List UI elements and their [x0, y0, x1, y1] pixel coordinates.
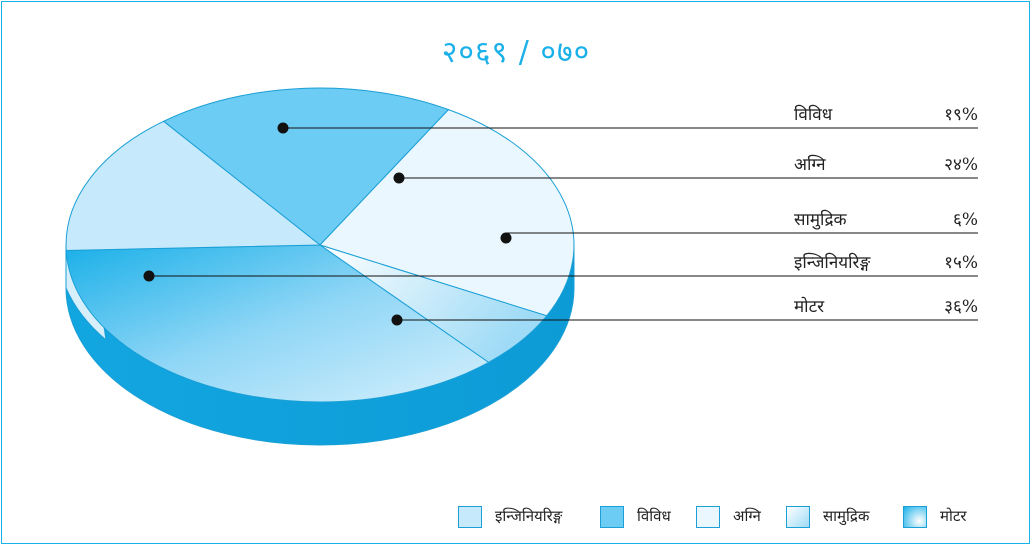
slice-label: इन्जिनियरिङ्ग: [794, 253, 871, 273]
legend: इन्जिनियरिङ्ग विविध अग्नि सामुद्रिक मोटर: [0, 502, 1032, 532]
leader-dot: [391, 314, 403, 326]
slice-value-label: १५%: [944, 253, 978, 273]
slice-label: सामुद्रिक: [794, 210, 847, 230]
chart-title: २०६९ / ०७०: [441, 35, 591, 70]
pie-slice: [65, 244, 490, 403]
pie-slice: [162, 87, 450, 246]
slice-value-label: ६%: [953, 210, 978, 230]
legend-swatch: [458, 506, 482, 528]
legend-swatch: [696, 506, 720, 528]
legend-label: विविध: [637, 507, 671, 525]
legend-swatch: [903, 506, 927, 528]
legend-label: अग्नि: [733, 507, 761, 525]
legend-label: इन्जिनियरिङ्ग: [495, 507, 563, 525]
slice-label: विविध: [794, 105, 833, 125]
leader-line: [505, 232, 978, 238]
slice-value-label: ३६%: [944, 297, 978, 317]
pie-slice: [65, 120, 322, 252]
legend-swatch: [600, 506, 624, 528]
slice-label: मोटर: [794, 297, 825, 317]
slice-value-label: २४%: [944, 155, 978, 175]
leader-dot: [277, 122, 289, 134]
slice-value-label: १९%: [944, 105, 978, 125]
slice-label: अग्नि: [794, 155, 826, 175]
legend-swatch: [786, 506, 810, 528]
leader-dot: [143, 270, 155, 282]
leader-dot: [393, 172, 405, 184]
leader-dot: [500, 232, 512, 244]
legend-label: सामुद्रिक: [823, 507, 870, 525]
legend-label: मोटर: [940, 507, 967, 525]
pie-slice: [319, 109, 575, 317]
